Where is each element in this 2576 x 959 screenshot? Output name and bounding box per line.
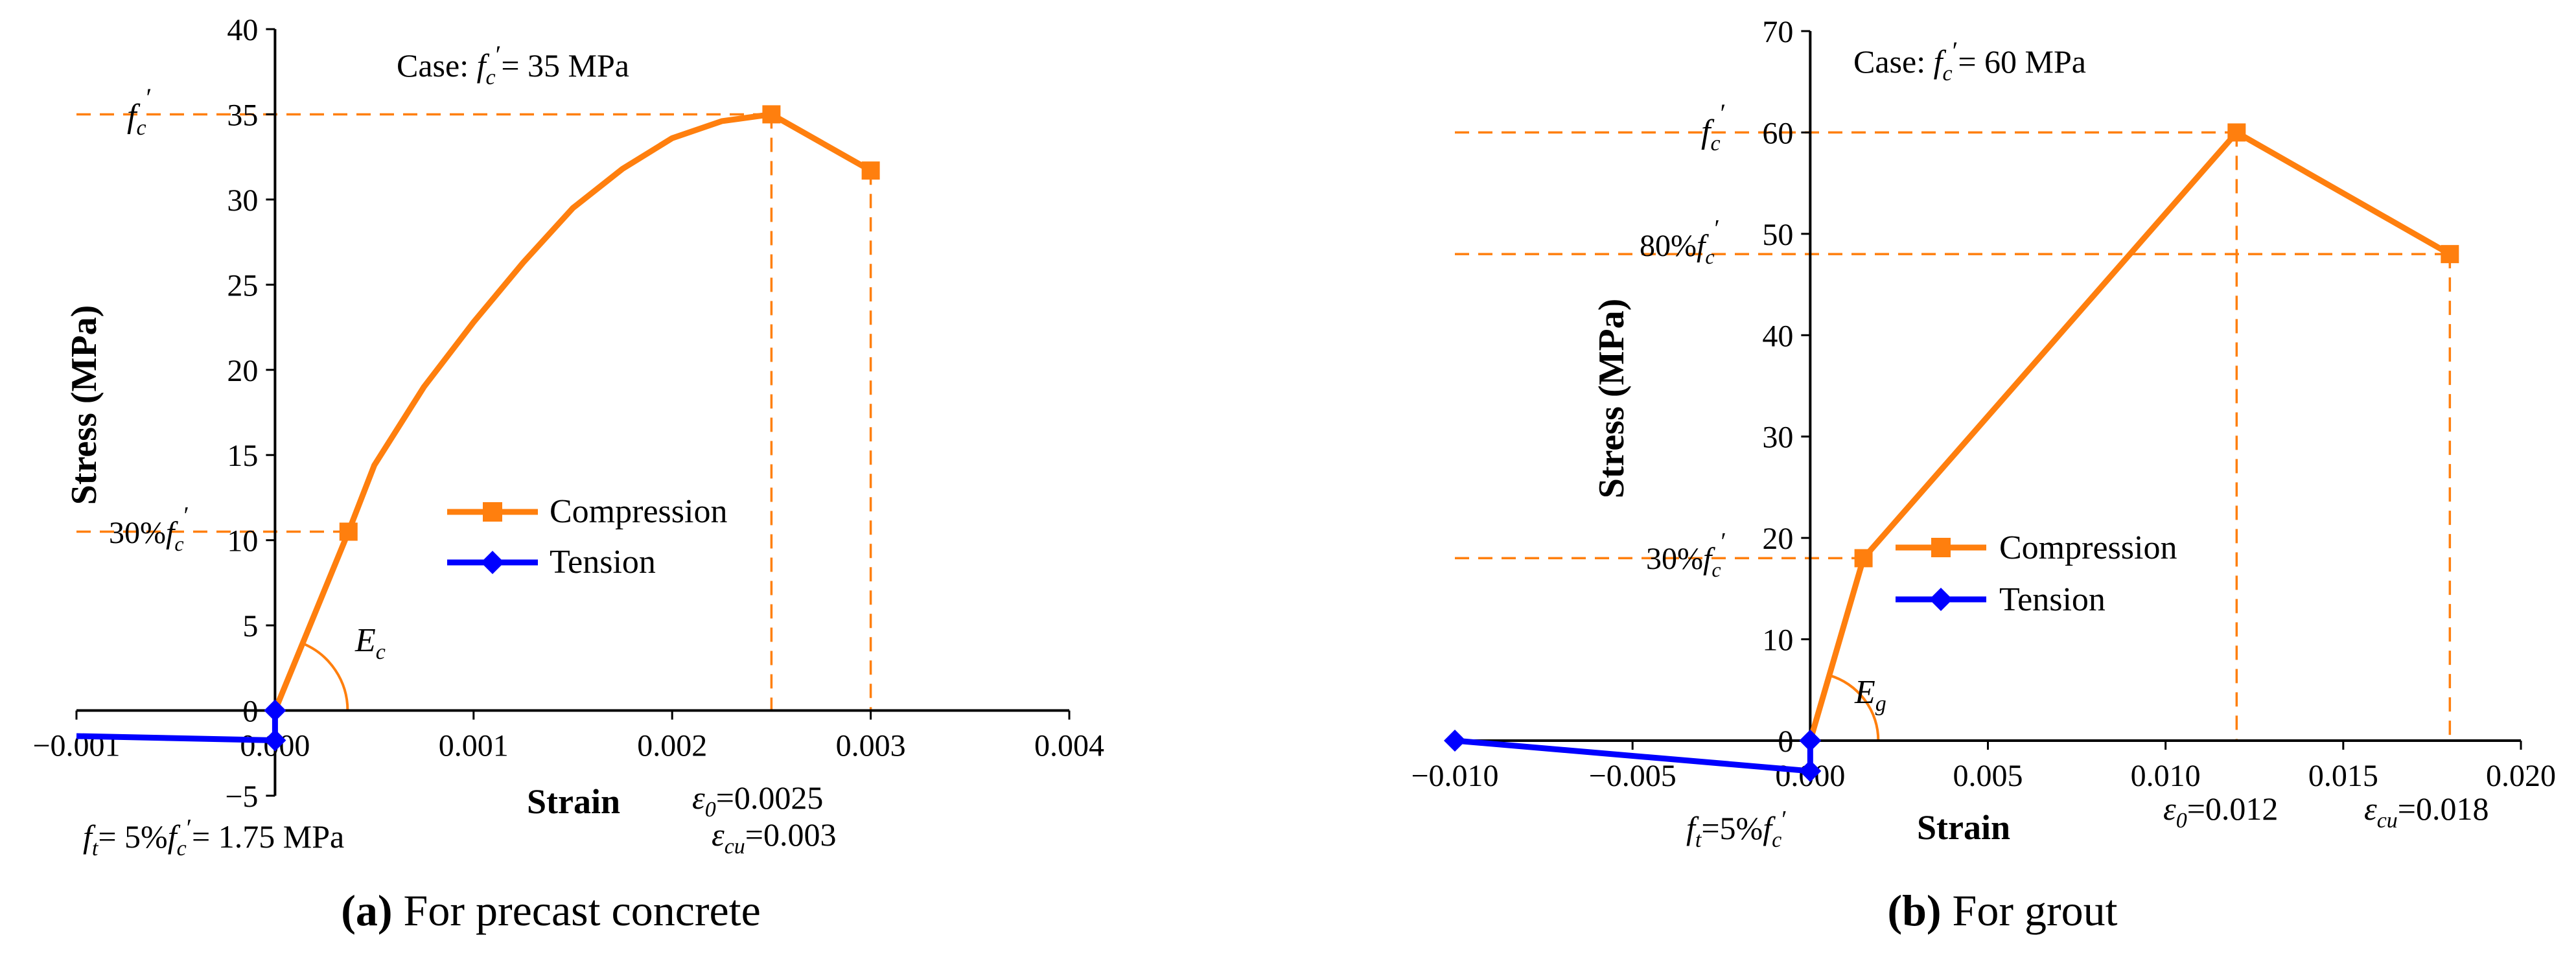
- chart-b: −0.010−0.0050.0000.0050.0100.0150.020010…: [1411, 15, 2556, 935]
- chart-b-series: [1444, 123, 2459, 782]
- chart-a-legend-compression-label: Compression: [550, 493, 727, 530]
- chart-b-x-tick-label: 0.010: [2131, 759, 2201, 793]
- chart-b-epscu-label: εcu=0.018: [2364, 791, 2489, 833]
- chart-a-epscu-label: εcu=0.003: [712, 816, 837, 859]
- chart-b-xlabel: Strain: [1917, 808, 2010, 847]
- chart-a-series-tension-point: [264, 729, 286, 752]
- chart-b-series-compression-line: [1807, 129, 2452, 742]
- chart-b-x-tick-label: 0.005: [1953, 759, 2023, 793]
- chart-a-caption: (a) For precast concrete: [341, 886, 761, 935]
- chart-b-legend: Compression Tension: [1896, 529, 2177, 618]
- chart-b-y-tick-label: 60: [1762, 116, 1793, 150]
- chart-b-x-tick-label: −0.005: [1589, 759, 1677, 793]
- chart-a-ec-label: Ec: [354, 622, 386, 664]
- chart-a-case-label: Case: fc′= 35 MPa: [397, 40, 629, 89]
- chart-b-caption: (b) For grout: [1887, 886, 2117, 935]
- chart-a-modulus-arc: [302, 642, 349, 711]
- chart-b-x-tick-label: 0.020: [2486, 759, 2556, 793]
- chart-a-legend-tension-marker: [481, 551, 504, 574]
- chart-b-modulus-arc: [1829, 674, 1880, 741]
- chart-a-guides: [76, 113, 872, 711]
- chart-b-x-tick-label: 0.015: [2308, 759, 2378, 793]
- chart-b-series-tension-point: [1799, 730, 1822, 752]
- chart-a-series-compression-line: [272, 111, 872, 712]
- chart-a-x-tick-label: 0.001: [439, 729, 509, 763]
- chart-b-y-tick-label: 40: [1762, 319, 1793, 353]
- chart-a-legend-tension-label: Tension: [550, 544, 656, 581]
- chart-b-y-tick-label: 20: [1762, 522, 1793, 556]
- chart-b-y-tick-label: 70: [1762, 15, 1793, 49]
- chart-b-fc-label: fc′: [1701, 98, 1726, 156]
- chart-a-y-tick-label: 40: [227, 13, 258, 47]
- chart-b-case-label: Case: fc′= 60 MPa: [1853, 36, 2086, 86]
- chart-b-30pct-label: 30%fc′: [1646, 528, 1726, 581]
- chart-b-legend-tension-marker: [1929, 588, 1953, 611]
- chart-a-y-tick-label: 5: [242, 609, 258, 643]
- chart-a-legend-compression-marker: [483, 502, 502, 522]
- chart-b-eps0-label: ε0=0.012: [2163, 791, 2278, 833]
- chart-b-legend-tension-label: Tension: [1999, 581, 2106, 618]
- chart-b-y-tick-label: 30: [1762, 421, 1793, 455]
- chart-a-series-compression-point: [762, 105, 781, 124]
- chart-b-series-tension-point: [1799, 759, 1822, 782]
- chart-a-series-compression-point: [861, 161, 880, 180]
- chart-a-y-tick-label: 25: [227, 268, 258, 303]
- chart-b-y-tick-label: 50: [1762, 218, 1793, 252]
- chart-a-ft-label: ft= 5%fc′= 1.75 MPa: [83, 815, 344, 861]
- chart-b-80pct-label: 80%fc′: [1640, 215, 1720, 268]
- chart-a-axes: −0.0010.0000.0010.0020.0030.004−50510152…: [32, 13, 1104, 814]
- chart-a-y-tick-label: 0: [242, 695, 258, 729]
- chart-a-eps0-label: ε0=0.0025: [692, 780, 823, 822]
- chart-b-ft-label: ft=5%fc′: [1686, 806, 1787, 852]
- chart-b-y-tick-label: 0: [1778, 724, 1793, 759]
- chart-a-series: [76, 105, 880, 752]
- chart-a-y-tick-label: 35: [227, 98, 258, 132]
- chart-b-x-tick-label: −0.010: [1411, 759, 1498, 793]
- chart-b-eg-label: Eg: [1854, 674, 1886, 716]
- chart-a-x-tick-label: 0.004: [1034, 729, 1104, 763]
- chart-b-legend-compression-label: Compression: [1999, 529, 2177, 566]
- chart-a-series-tension-point: [264, 699, 286, 722]
- chart-a-30pct-label: 30%fc′: [109, 502, 189, 555]
- chart-a-legend: Compression Tension: [447, 493, 727, 581]
- chart-a-y-tick-label: 30: [227, 183, 258, 218]
- chart-a-fc-label: fc′: [127, 83, 152, 140]
- chart-a-x-tick-label: 0.002: [637, 729, 707, 763]
- chart-a-x-tick-label: 0.003: [836, 729, 906, 763]
- chart-a-xlabel: Strain: [527, 782, 620, 821]
- chart-b-guides: [1455, 131, 2452, 741]
- chart-a-series-compression-point: [339, 522, 358, 541]
- chart-b-legend-compression-marker: [1931, 538, 1951, 557]
- chart-b-series-compression-point: [2441, 245, 2459, 264]
- chart-b-y-tick-label: 10: [1762, 623, 1793, 658]
- chart-a-y-tick-label: −5: [225, 780, 258, 814]
- chart-b-series-compression-point: [1854, 549, 1873, 568]
- chart-a-y-tick-label: 20: [227, 354, 258, 388]
- chart-b-series-compression-point: [2227, 123, 2246, 142]
- chart-a-ylabel: Stress (MPa): [64, 305, 104, 505]
- chart-b-ylabel: Stress (MPa): [1592, 299, 1632, 498]
- chart-a-y-tick-label: 15: [227, 439, 258, 473]
- chart-b-series-tension-point: [1444, 730, 1466, 752]
- chart-a: −0.0010.0000.0010.0020.0030.004−50510152…: [32, 13, 1104, 935]
- chart-a-y-tick-label: 10: [227, 524, 258, 559]
